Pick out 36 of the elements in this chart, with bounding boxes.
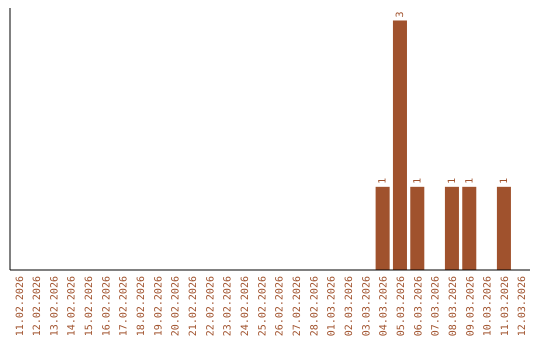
x-tick-label: 05.03.2026	[396, 276, 407, 336]
x-tick-label: 12.03.2026	[517, 276, 528, 336]
data-label: 1	[446, 178, 458, 184]
x-tick-label: 19.02.2026	[153, 276, 164, 336]
x-tick-label: 13.02.2026	[49, 276, 60, 336]
data-label: 1	[412, 178, 424, 184]
x-tick-label: 14.02.2026	[66, 276, 78, 336]
x-tick-label: 02.03.2026	[344, 276, 355, 336]
x-tick-label: 07.03.2026	[430, 276, 442, 336]
x-tick-label: 15.02.2026	[84, 276, 96, 336]
x-tick-label: 16.02.2026	[101, 276, 112, 336]
x-tick-label: 26.02.2026	[274, 276, 286, 336]
x-tick-label: 01.03.2026	[326, 276, 338, 336]
x-tick-label: 11.02.2026	[14, 276, 26, 336]
x-tick-label: 03.03.2026	[361, 276, 372, 336]
x-tick-label: 23.02.2026	[222, 276, 234, 336]
x-tick-label: 08.03.2026	[448, 276, 459, 336]
x-tick-label: 28.02.2026	[309, 276, 320, 336]
x-tick-label: 27.02.2026	[292, 276, 303, 336]
data-label: 1	[464, 178, 476, 184]
data-label: 3	[394, 11, 406, 18]
x-tick-label: 25.02.2026	[257, 276, 268, 336]
x-tick-label: 06.03.2026	[413, 276, 424, 336]
x-tick-label: 17.02.2026	[118, 276, 130, 336]
x-tick-label: 20.02.2026	[170, 276, 182, 336]
x-tick-label: 10.03.2026	[482, 276, 494, 336]
x-tick-label: 12.02.2026	[32, 276, 44, 336]
x-tick-label: 21.02.2026	[188, 276, 200, 336]
data-label: 1	[498, 178, 510, 184]
x-tick-label: 09.03.2026	[465, 276, 476, 336]
x-tick-label: 11.03.2026	[500, 276, 511, 336]
x-tick-label: 04.03.2026	[378, 276, 390, 336]
x-tick-label: 18.02.2026	[136, 276, 148, 336]
data-label: 1	[378, 178, 389, 184]
x-tick-label: 24.02.2026	[240, 276, 252, 336]
x-tick-label: 22.02.2026	[205, 276, 216, 336]
